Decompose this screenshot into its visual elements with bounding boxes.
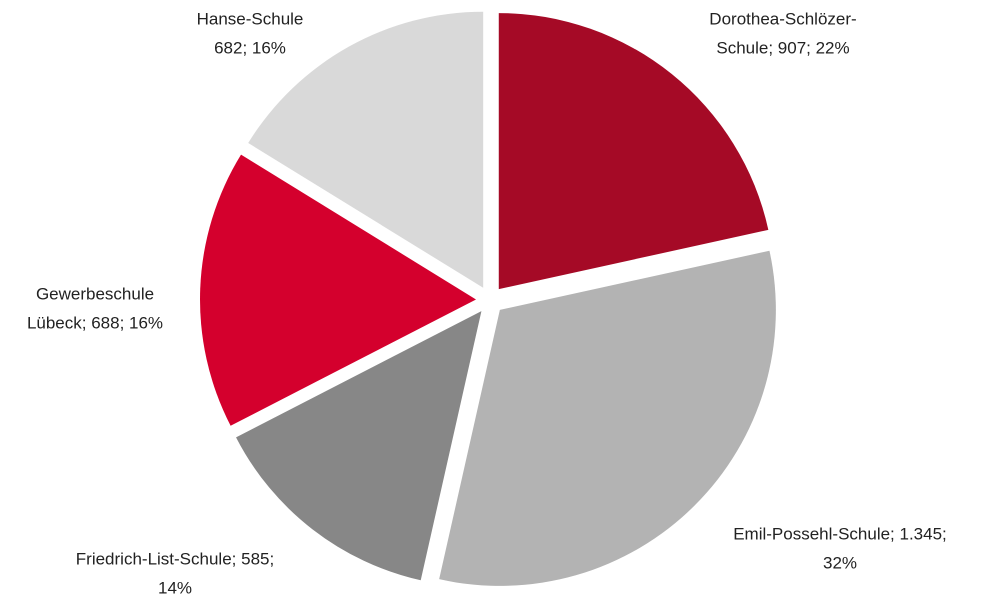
data-label: 14% (158, 578, 192, 597)
pie-slice (236, 311, 482, 581)
pie-slice (200, 154, 477, 426)
data-label: Dorothea-Schlözer- (709, 9, 856, 28)
pie-slice (498, 13, 769, 290)
data-label: 682; 16% (214, 38, 286, 57)
data-label: Gewerbeschule (36, 284, 154, 303)
data-label: Emil-Possehl-Schule; 1.345; (733, 524, 947, 543)
data-label: Lübeck; 688; 16% (27, 313, 163, 332)
pie-slice (248, 11, 484, 288)
data-label: Friedrich-List-Schule; 585; (76, 549, 274, 568)
data-label: 32% (823, 553, 857, 572)
pie-slice (439, 250, 776, 586)
data-label: Schule; 907; 22% (716, 38, 849, 57)
data-label: Hanse-Schule (197, 9, 304, 28)
